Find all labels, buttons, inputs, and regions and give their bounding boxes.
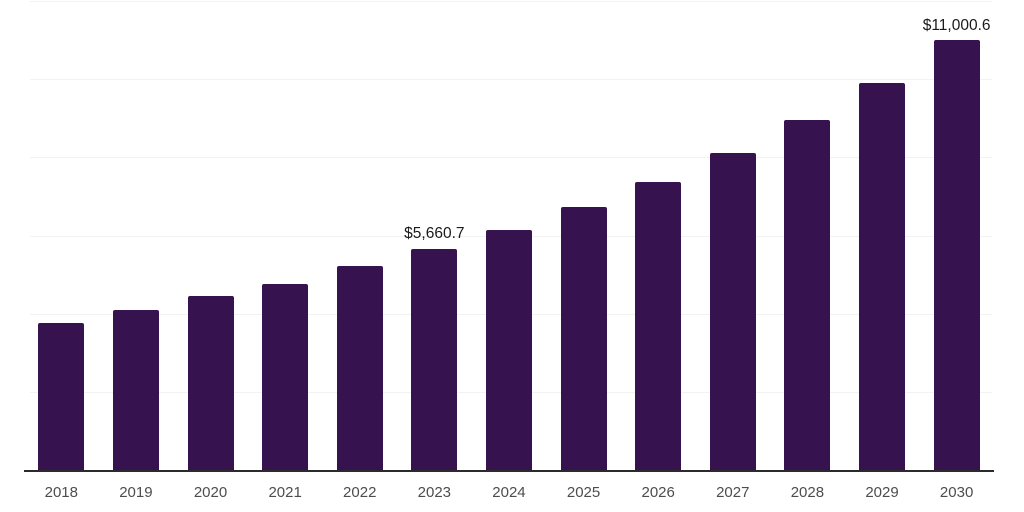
bars: $5,660.7 $11,000.6 <box>24 1 994 470</box>
bar-2021 <box>262 283 309 470</box>
x-tick-label-2019: 2019 <box>119 484 153 501</box>
bar-slot-2030: $11,000.6 <box>919 1 994 470</box>
x-tick-label-2029: 2029 <box>865 484 899 501</box>
x-tick-label-2030: 2030 <box>939 484 974 501</box>
gridline-12000 <box>30 1 992 2</box>
bar-slot-2026 <box>621 1 696 470</box>
bar-2023 <box>411 248 458 470</box>
x-tick-label-2022: 2022 <box>343 484 377 501</box>
x-tick-label-2025: 2025 <box>566 484 601 501</box>
plot-area: $5,660.7 $11,000.6 <box>24 1 994 472</box>
bar-2024 <box>485 229 532 470</box>
x-tick-label-2018: 2018 <box>44 484 78 501</box>
bar-2025 <box>560 207 607 470</box>
gridline-8000 <box>30 157 992 159</box>
bar-2018 <box>38 322 85 470</box>
x-tick-label-2021: 2021 <box>268 484 302 501</box>
bar-slot-2020 <box>173 1 248 470</box>
bar-value-label-2023: $5,660.7 <box>404 225 465 243</box>
gridline-10000 <box>30 79 992 81</box>
bar-value-label-2030: $11,000.6 <box>922 16 991 34</box>
x-tick-label-2023: 2023 <box>417 484 452 501</box>
bar-slot-2019 <box>99 1 174 470</box>
bar-slot-2022 <box>322 1 397 470</box>
bar-2020 <box>187 296 234 470</box>
x-tick-label-2024: 2024 <box>492 484 526 501</box>
x-tick-label-2020: 2020 <box>193 484 228 501</box>
bar-2022 <box>336 266 383 470</box>
bar-2019 <box>112 309 159 470</box>
bar-2027 <box>709 153 756 470</box>
bar-2030 <box>933 40 980 470</box>
bar-slot-2024 <box>472 1 547 470</box>
bar-slot-2021 <box>248 1 323 470</box>
bar-2029 <box>859 83 905 470</box>
bar-slot-2028 <box>770 1 845 470</box>
bar-slot-2029 <box>845 1 920 470</box>
x-axis-tick-labels: 2018 2019 2020 2021 2022 2023 2024 2025 2026 2027… <box>24 484 994 502</box>
bar-2028 <box>784 119 831 470</box>
x-tick-label-2026: 2026 <box>641 484 675 501</box>
bar-2026 <box>635 182 682 470</box>
bar-slot-2023: $5,660.7 <box>397 1 472 470</box>
x-tick-label-2027: 2027 <box>716 484 750 501</box>
x-axis-line <box>24 470 994 472</box>
bar-slot-2025 <box>546 1 621 470</box>
bar-slot-2027 <box>695 1 770 470</box>
bar-slot-2018 <box>24 1 99 470</box>
x-tick-label-2028: 2028 <box>790 484 825 501</box>
